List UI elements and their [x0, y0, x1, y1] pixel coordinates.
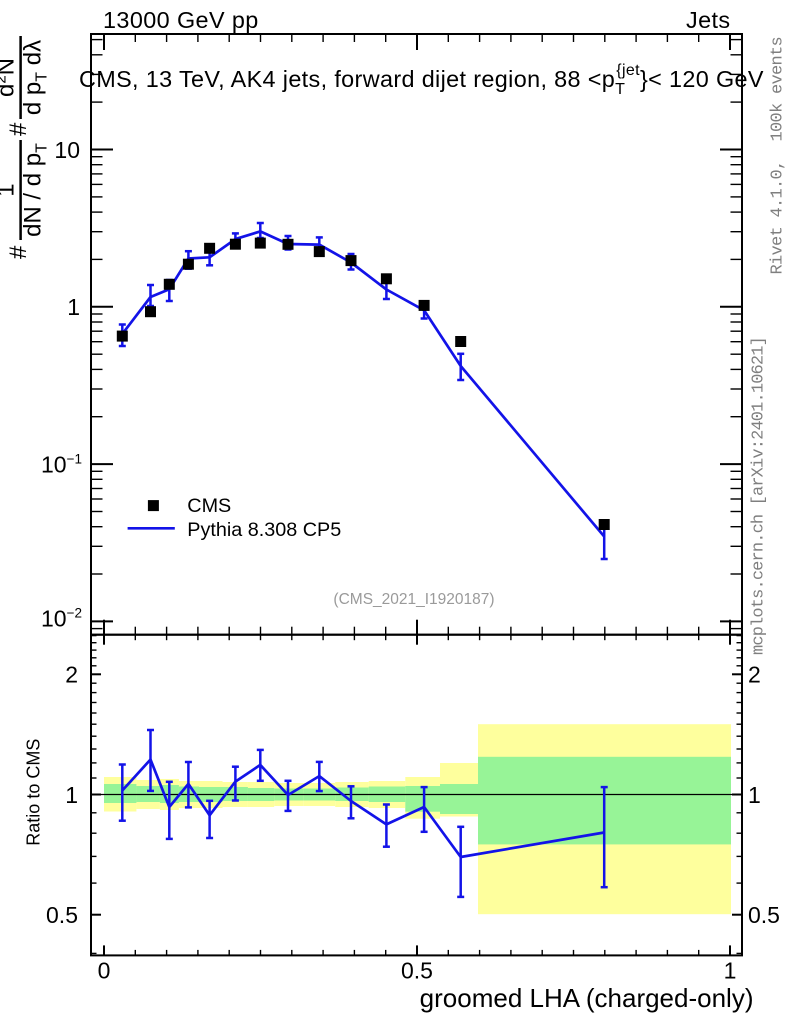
svg-text:0.5: 0.5 [46, 902, 78, 928]
svg-text:2: 2 [748, 662, 761, 688]
svg-text:Jets: Jets [686, 7, 731, 33]
svg-text:10−1: 10−1 [41, 451, 82, 477]
svg-text:Pythia 8.308 CP5: Pythia 8.308 CP5 [187, 519, 341, 541]
svg-text:#: # [5, 245, 32, 259]
svg-text:1: 1 [0, 183, 20, 196]
svg-text:1: 1 [724, 957, 737, 983]
svg-text:10: 10 [54, 137, 80, 163]
svg-text:groomed LHA (charged-only): groomed LHA (charged-only) [420, 983, 754, 1013]
svg-text:1: 1 [67, 294, 80, 320]
svg-text:0.5: 0.5 [401, 957, 433, 983]
svg-text:#: # [5, 122, 32, 136]
svg-text:2: 2 [65, 662, 78, 688]
svg-text:mcplots.cern.ch [arXiv:2401.10: mcplots.cern.ch [arXiv:2401.10621] [750, 337, 769, 655]
svg-text:13000 GeV pp: 13000 GeV pp [103, 7, 259, 33]
svg-text:1: 1 [748, 782, 761, 808]
svg-text:1: 1 [65, 782, 78, 808]
svg-text:0.5: 0.5 [748, 902, 780, 928]
svg-text:dN / d pT: dN / d pT [20, 143, 51, 237]
svg-text:Rivet 4.1.0, 100k events: Rivet 4.1.0, 100k events [769, 37, 786, 275]
svg-text:CMS: CMS [187, 495, 231, 517]
svg-text:(CMS_2021_I1920187): (CMS_2021_I1920187) [333, 591, 494, 608]
svg-text:Ratio to CMS: Ratio to CMS [23, 739, 43, 846]
svg-text:d pT dλ: d pT dλ [20, 40, 51, 115]
svg-text:0: 0 [98, 957, 111, 983]
